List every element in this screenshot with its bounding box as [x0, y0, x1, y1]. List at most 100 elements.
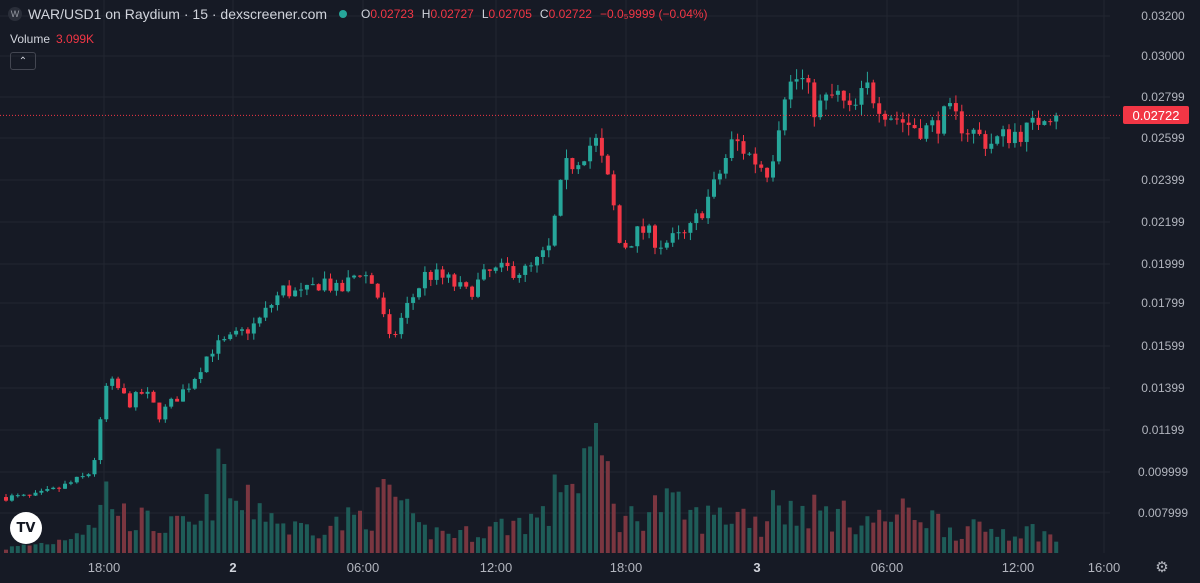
volume-bar — [883, 521, 888, 553]
volume-bar — [269, 513, 274, 553]
volume-bar — [145, 510, 150, 553]
candle-body — [245, 329, 250, 334]
volume-bar — [894, 514, 899, 553]
volume-bar — [157, 532, 162, 553]
candle-body — [234, 330, 239, 335]
chart-settings-button[interactable]: ⚙ — [1154, 559, 1170, 576]
candle-body — [422, 271, 427, 289]
volume-bar — [251, 519, 256, 553]
low-value: 0.02705 — [488, 7, 532, 21]
volume-bar — [788, 500, 793, 553]
volume-bar — [80, 534, 85, 553]
close-label: C — [539, 7, 549, 21]
volume-bar — [316, 538, 321, 553]
candle-body — [92, 460, 97, 475]
candle-body — [865, 82, 870, 89]
volume-bar — [139, 507, 144, 553]
collapse-legend-button[interactable]: ⌃ — [10, 52, 36, 70]
time-axis[interactable]: 18:00 2 06:00 12:00 18:00 3 06:00 12:00 16:00 — [88, 560, 1121, 575]
candle-body — [163, 406, 168, 420]
volume-bar — [186, 521, 191, 553]
time-tick-label: 06:00 — [347, 560, 380, 575]
candle-body — [110, 378, 115, 386]
volume-bar — [169, 516, 174, 553]
volume-bar — [63, 540, 67, 553]
volume-bar — [983, 531, 988, 553]
volume-bar — [906, 507, 911, 553]
volume-bar — [794, 525, 799, 553]
volume-bar — [346, 507, 351, 553]
candle-body — [747, 153, 752, 155]
ohlc-values: O0.02723 H0.02727 L0.02705 C0.02722 −0.0… — [361, 7, 708, 21]
price-tick-label: 0.02799 — [1141, 90, 1185, 104]
volume-bar — [234, 500, 239, 553]
volume-bar — [417, 522, 421, 553]
volume-bar — [68, 539, 73, 553]
candle-body — [1007, 129, 1011, 144]
candle-body — [641, 226, 646, 233]
candle-body — [275, 295, 280, 306]
volume-bar — [664, 488, 669, 553]
volume-bar — [771, 490, 775, 553]
volume-bar — [930, 510, 935, 553]
candle-body — [51, 487, 56, 490]
volume-bar — [623, 515, 628, 553]
tradingview-logo-icon[interactable]: TV — [10, 512, 42, 544]
candle-body — [1048, 121, 1053, 123]
volume-bar — [594, 423, 598, 553]
volume-bar — [452, 538, 457, 553]
candle-body — [63, 483, 67, 489]
volume-bar — [859, 525, 864, 553]
chevron-up-icon: ⌃ — [18, 55, 28, 67]
volume-bar — [965, 526, 970, 553]
candle-body — [570, 158, 575, 170]
candle-body — [1030, 117, 1035, 123]
candle-body — [505, 262, 510, 267]
candle-body — [470, 286, 475, 297]
candle-body — [546, 245, 551, 251]
candle-body — [552, 215, 557, 246]
candle-body — [894, 118, 899, 120]
volume-bar — [363, 529, 368, 553]
volume-bar — [57, 539, 62, 553]
chart-title[interactable]: WAR/USD1 on Raydium · 15 · dexscreener.c… — [28, 6, 328, 22]
volume-bar — [977, 521, 982, 553]
volume-bar — [535, 517, 539, 553]
volume-bar — [942, 537, 947, 553]
volume-bar — [216, 448, 221, 553]
candle-body — [251, 323, 256, 334]
token-icon: W — [8, 7, 22, 21]
volume-bar — [1048, 534, 1053, 553]
price-axis[interactable]: 0.03200 0.03000 0.02799 0.02599 0.02399 0.021… — [1138, 9, 1188, 520]
candle-body — [181, 389, 185, 402]
last-price-label: 0.02722 — [1123, 106, 1189, 125]
volume-bar — [328, 525, 333, 553]
candle-body — [328, 278, 333, 291]
candle-body — [700, 213, 705, 219]
volume-bar — [122, 503, 126, 553]
market-status-dot-icon — [339, 10, 348, 18]
candle-body — [535, 256, 539, 266]
candle-body — [375, 283, 380, 298]
volume-bar — [989, 528, 994, 553]
candle-body — [841, 90, 846, 101]
volume-bar — [15, 546, 20, 553]
candle-body — [281, 285, 286, 296]
volume-bar — [629, 506, 634, 553]
candle-body — [564, 158, 569, 180]
candle-body — [1024, 122, 1029, 142]
high-label: H — [421, 7, 431, 21]
volume-bar — [340, 530, 345, 553]
candle-body — [387, 314, 392, 335]
candle-body — [293, 290, 298, 297]
candle-body — [210, 353, 215, 357]
volume-bar — [900, 498, 905, 553]
volume-bar — [245, 484, 250, 553]
candle-body — [871, 82, 876, 104]
volume-bar — [776, 505, 781, 553]
open-value: 0.02723 — [370, 7, 414, 21]
candle-body — [222, 339, 227, 341]
volume-label: Volume — [10, 32, 51, 46]
